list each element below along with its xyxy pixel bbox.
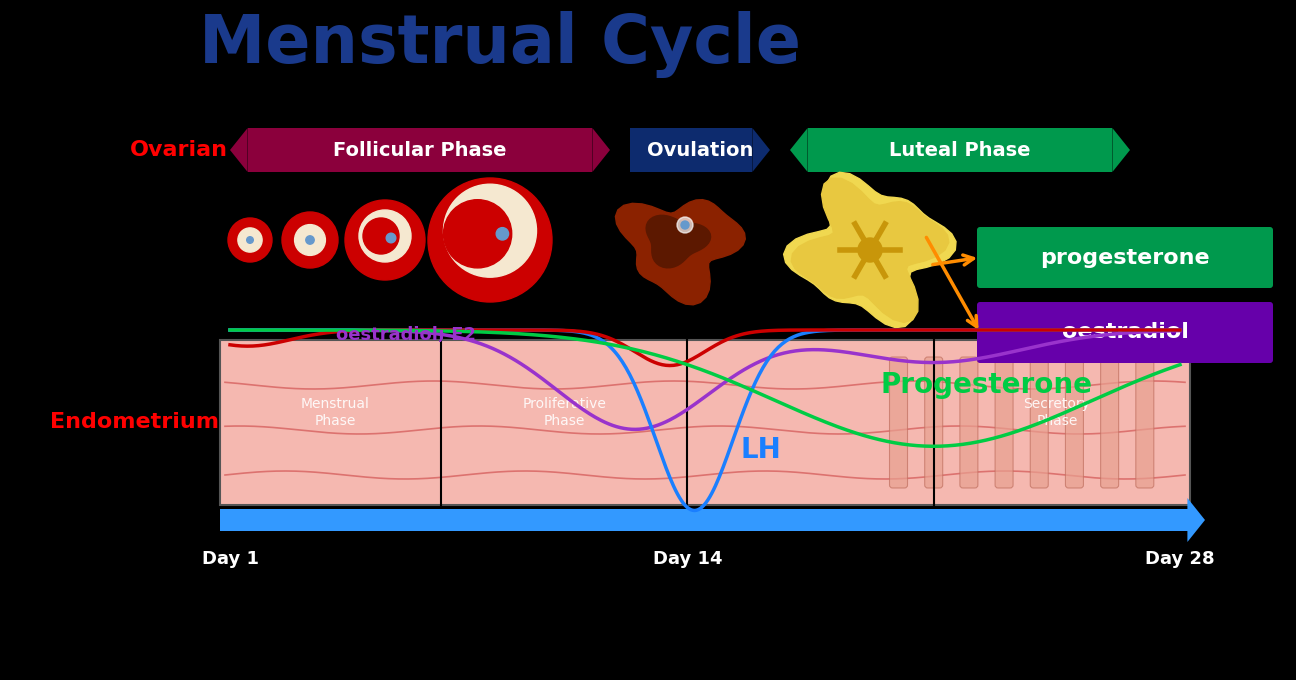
Text: Day 1: Day 1	[201, 550, 258, 568]
Text: oestradiol; E2: oestradiol; E2	[336, 326, 476, 344]
Circle shape	[228, 218, 272, 262]
Polygon shape	[647, 216, 710, 268]
Polygon shape	[791, 128, 807, 172]
Circle shape	[283, 212, 338, 268]
Text: Ovarian: Ovarian	[130, 140, 228, 160]
Circle shape	[246, 237, 253, 243]
FancyBboxPatch shape	[977, 302, 1273, 363]
Circle shape	[680, 221, 689, 229]
FancyBboxPatch shape	[1030, 357, 1048, 488]
Text: Progesterone: Progesterone	[881, 371, 1093, 399]
Circle shape	[428, 178, 552, 302]
Text: oestradiol: oestradiol	[1061, 322, 1188, 343]
Polygon shape	[220, 498, 1205, 542]
FancyBboxPatch shape	[1100, 357, 1118, 488]
FancyBboxPatch shape	[220, 340, 1190, 505]
Circle shape	[345, 200, 425, 280]
Circle shape	[306, 236, 314, 244]
Text: Day 28: Day 28	[1146, 550, 1214, 568]
FancyBboxPatch shape	[925, 357, 942, 488]
Polygon shape	[807, 128, 1112, 172]
Text: Menstrual Cycle: Menstrual Cycle	[200, 12, 801, 78]
Text: Proliferative
Phase: Proliferative Phase	[522, 397, 607, 428]
Polygon shape	[616, 200, 745, 305]
Text: Endometrium: Endometrium	[51, 413, 219, 432]
Text: Menstrual
Phase: Menstrual Phase	[301, 397, 369, 428]
Circle shape	[677, 217, 693, 233]
Circle shape	[443, 184, 537, 277]
Polygon shape	[248, 128, 592, 172]
Polygon shape	[630, 128, 753, 172]
FancyBboxPatch shape	[889, 357, 907, 488]
Circle shape	[363, 218, 399, 254]
Circle shape	[294, 224, 325, 256]
Text: progesterone: progesterone	[1041, 248, 1209, 267]
Circle shape	[386, 233, 395, 243]
FancyBboxPatch shape	[977, 227, 1273, 288]
Text: Day 14: Day 14	[653, 550, 722, 568]
Polygon shape	[1112, 128, 1130, 172]
Circle shape	[496, 228, 508, 240]
Circle shape	[858, 238, 883, 262]
Text: LH: LH	[740, 436, 781, 464]
Polygon shape	[229, 128, 248, 172]
Text: Luteal Phase: Luteal Phase	[889, 141, 1030, 160]
Text: Follicular Phase: Follicular Phase	[333, 141, 507, 160]
FancyBboxPatch shape	[995, 357, 1013, 488]
FancyBboxPatch shape	[960, 357, 978, 488]
Text: Secretory
Phase: Secretory Phase	[1024, 397, 1090, 428]
Text: Ovulation: Ovulation	[647, 141, 753, 160]
Circle shape	[238, 228, 262, 252]
Polygon shape	[753, 128, 770, 172]
Polygon shape	[792, 178, 949, 322]
FancyBboxPatch shape	[1065, 357, 1083, 488]
Circle shape	[443, 200, 512, 268]
Circle shape	[359, 210, 411, 262]
FancyBboxPatch shape	[1135, 357, 1153, 488]
Polygon shape	[784, 172, 956, 328]
Polygon shape	[592, 128, 610, 172]
